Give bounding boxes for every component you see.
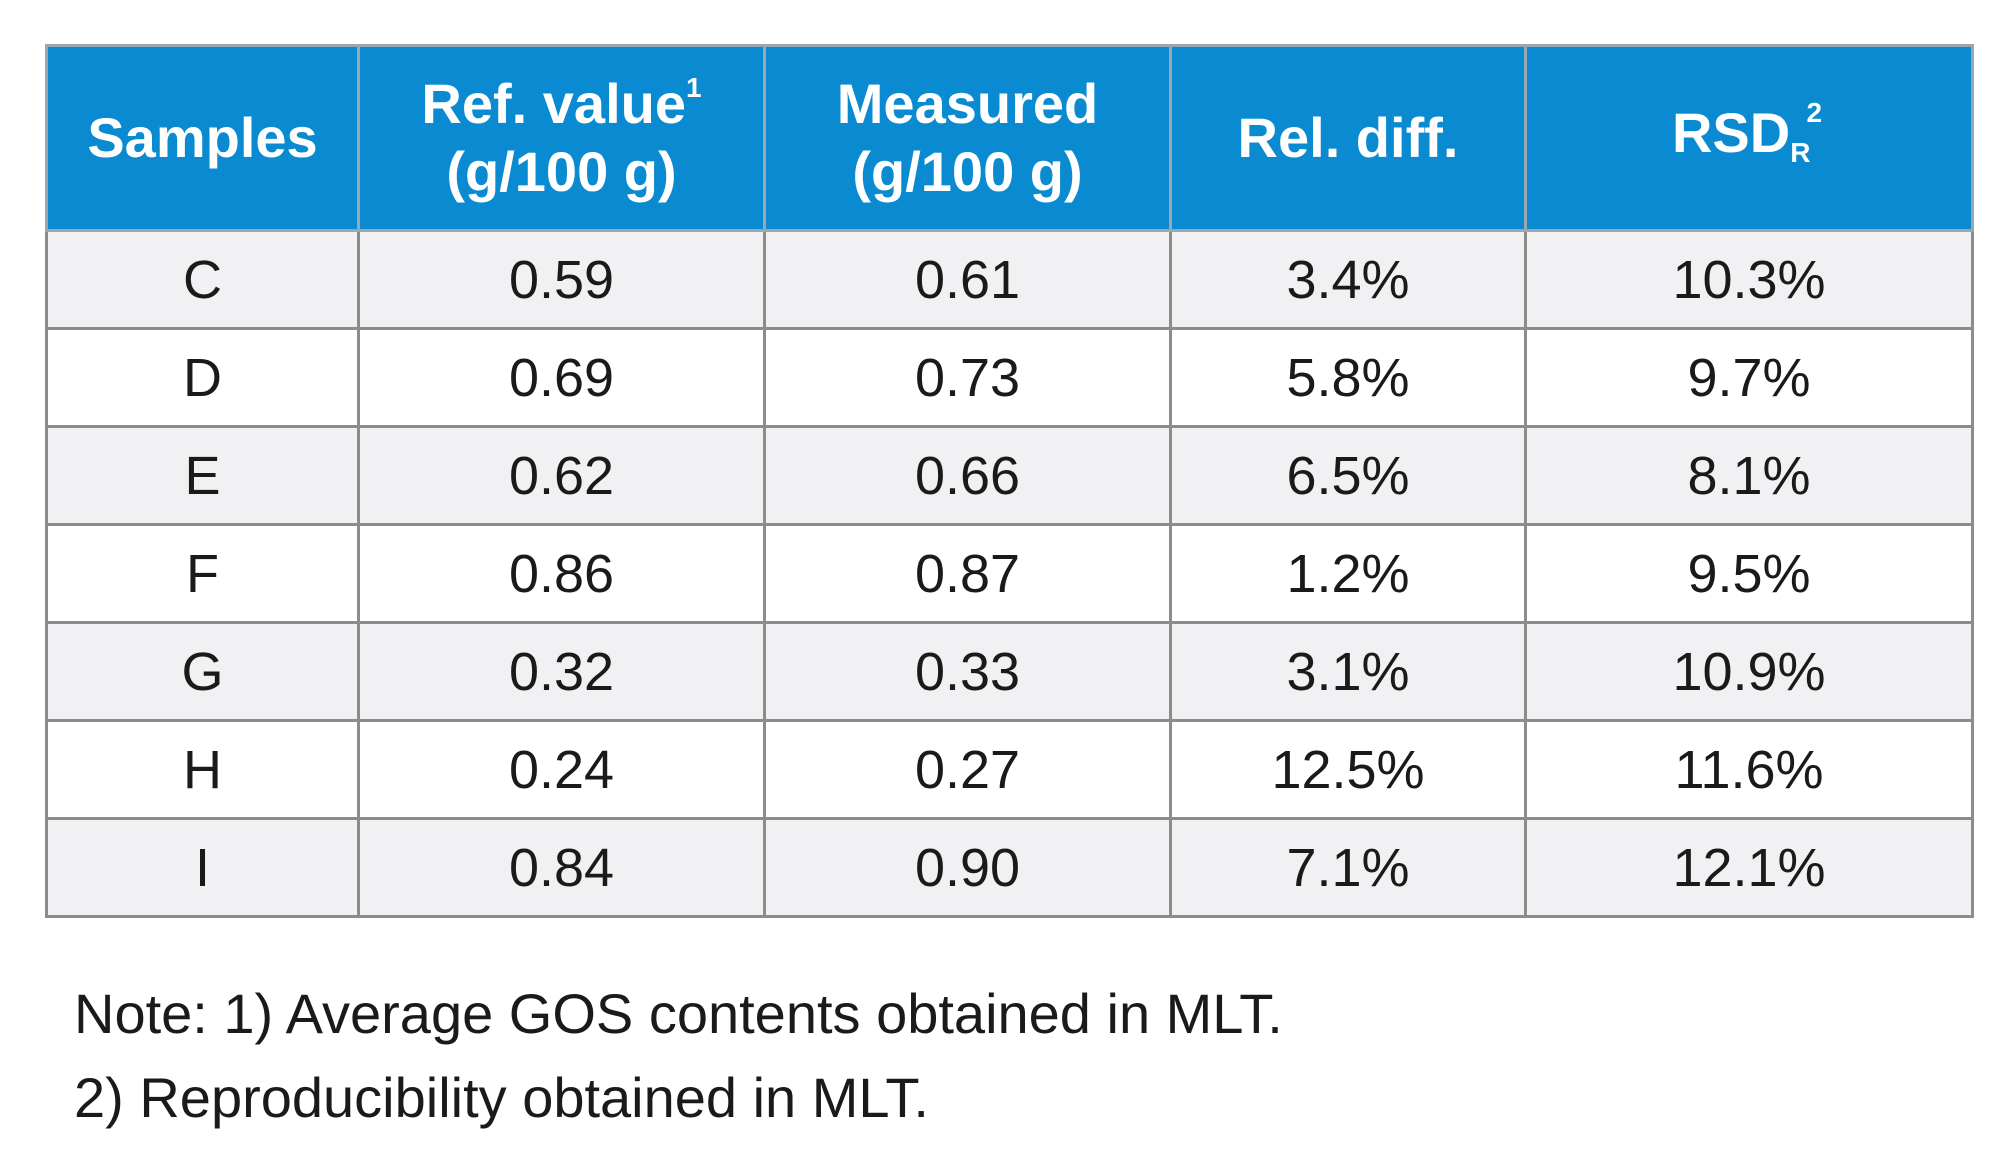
- cell-rsd: 12.1%: [1524, 817, 1974, 918]
- cell-measured: 0.33: [763, 621, 1172, 722]
- cell-rel-diff: 3.1%: [1169, 621, 1527, 722]
- cell-measured: 0.90: [763, 817, 1172, 918]
- table-row: G 0.32 0.33 3.1% 10.9%: [45, 621, 1974, 722]
- table-row: C 0.59 0.61 3.4% 10.3%: [45, 229, 1974, 330]
- note-line-2: 2) Reproducibility obtained in MLT.: [74, 1066, 929, 1129]
- table-row: I 0.84 0.90 7.1% 12.1%: [45, 817, 1974, 918]
- cell-sample: G: [45, 621, 360, 722]
- table-row: D 0.69 0.73 5.8% 9.7%: [45, 327, 1974, 428]
- header-measured-label: Measured: [836, 72, 1099, 135]
- cell-sample: H: [45, 719, 360, 820]
- cell-ref-value: 0.86: [357, 523, 766, 624]
- header-ref-value-line1: Ref. value1: [360, 70, 763, 138]
- cell-rsd: 8.1%: [1524, 425, 1974, 526]
- note-line-1: Note: 1) Average GOS contents obtained i…: [74, 982, 1283, 1045]
- header-row: Samples Ref. value1 (g/100 g) Measured (…: [45, 44, 1974, 232]
- header-ref-value-unit: (g/100 g): [446, 140, 677, 203]
- footnote-1-marker: 1: [685, 72, 702, 103]
- cell-sample: I: [45, 817, 360, 918]
- header-rsd-subscript: R: [1790, 137, 1811, 168]
- header-ref-value-label: Ref. value: [421, 72, 686, 135]
- table-row: E 0.62 0.66 6.5% 8.1%: [45, 425, 1974, 526]
- cell-rsd: 10.3%: [1524, 229, 1974, 330]
- header-measured-unit: (g/100 g): [852, 140, 1083, 203]
- cell-measured: 0.27: [763, 719, 1172, 820]
- cell-ref-value: 0.24: [357, 719, 766, 820]
- cell-rsd: 9.5%: [1524, 523, 1974, 624]
- cell-rel-diff: 1.2%: [1169, 523, 1527, 624]
- cell-rel-diff: 7.1%: [1169, 817, 1527, 918]
- cell-rel-diff: 6.5%: [1169, 425, 1527, 526]
- cell-rel-diff: 5.8%: [1169, 327, 1527, 428]
- table-row: H 0.24 0.27 12.5% 11.6%: [45, 719, 1974, 820]
- header-samples: Samples: [45, 44, 360, 232]
- header-rsd: RSDR 2: [1524, 44, 1974, 232]
- cell-ref-value: 0.84: [357, 817, 766, 918]
- cell-rel-diff: 12.5%: [1169, 719, 1527, 820]
- cell-measured: 0.66: [763, 425, 1172, 526]
- header-ref-value: Ref. value1 (g/100 g): [357, 44, 766, 232]
- cell-rel-diff: 3.4%: [1169, 229, 1527, 330]
- cell-sample: C: [45, 229, 360, 330]
- table-notes: Note: 1) Average GOS contents obtained i…: [74, 972, 1283, 1140]
- cell-ref-value: 0.32: [357, 621, 766, 722]
- cell-ref-value: 0.62: [357, 425, 766, 526]
- cell-rsd: 11.6%: [1524, 719, 1974, 820]
- cell-sample: D: [45, 327, 360, 428]
- cell-ref-value: 0.69: [357, 327, 766, 428]
- cell-ref-value: 0.59: [357, 229, 766, 330]
- results-table-container: Samples Ref. value1 (g/100 g) Measured (…: [45, 44, 1974, 918]
- cell-measured: 0.87: [763, 523, 1172, 624]
- cell-rsd: 10.9%: [1524, 621, 1974, 722]
- cell-measured: 0.61: [763, 229, 1172, 330]
- table-body: C 0.59 0.61 3.4% 10.3% D 0.69 0.73 5.8% …: [45, 229, 1974, 918]
- results-table: Samples Ref. value1 (g/100 g) Measured (…: [45, 44, 1974, 918]
- cell-sample: F: [45, 523, 360, 624]
- header-rel-diff-label: Rel. diff.: [1237, 106, 1459, 169]
- header-rel-diff: Rel. diff.: [1169, 44, 1527, 232]
- cell-measured: 0.73: [763, 327, 1172, 428]
- cell-sample: E: [45, 425, 360, 526]
- cell-rsd: 9.7%: [1524, 327, 1974, 428]
- table-header: Samples Ref. value1 (g/100 g) Measured (…: [45, 44, 1974, 232]
- header-rsd-label: RSD: [1671, 101, 1791, 164]
- header-measured: Measured (g/100 g): [763, 44, 1172, 232]
- footnote-2-marker: 2: [1806, 97, 1823, 128]
- table-row: F 0.86 0.87 1.2% 9.5%: [45, 523, 1974, 624]
- header-samples-label: Samples: [87, 106, 318, 169]
